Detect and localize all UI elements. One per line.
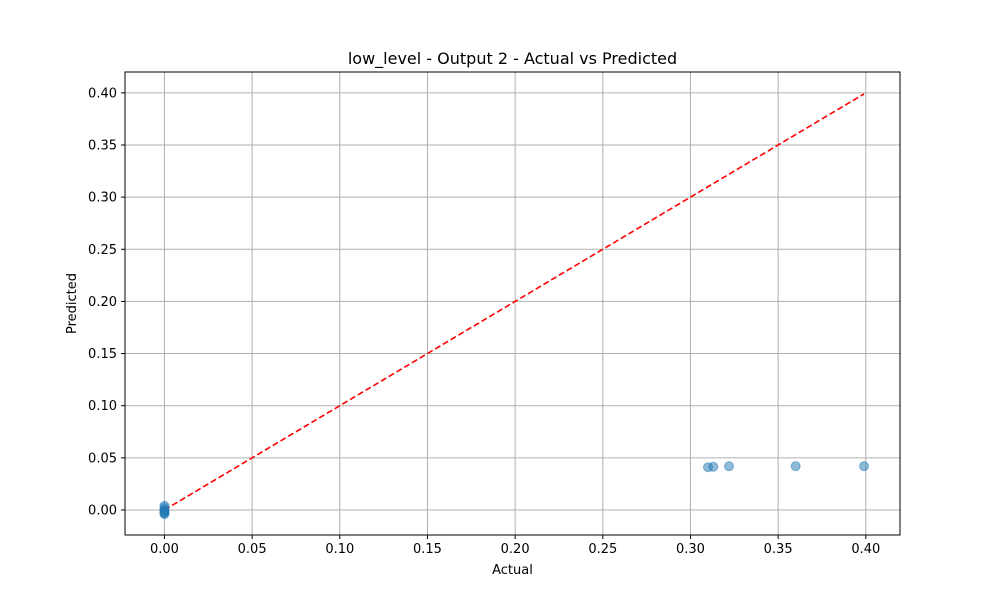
y-axis-ticks: 0.00 0.05 0.10 0.15 0.20 0.25 0.30 0.35 0.40	[88, 86, 125, 518]
scatter-point	[159, 509, 170, 520]
scatter-point	[708, 461, 719, 472]
x-tick-label: 0.35	[764, 542, 793, 557]
plot-frame	[124, 71, 901, 536]
x-axis-ticks: 0.00 0.05 0.10 0.15 0.20 0.25 0.30 0.35 0.40	[150, 535, 880, 557]
x-tick-label: 0.15	[413, 542, 442, 557]
chart-title: low_level - Output 2 - Actual vs Predict…	[348, 49, 677, 69]
y-tick-label: 0.00	[88, 503, 117, 518]
reference-diagonal-line	[164, 93, 865, 511]
y-tick-label: 0.10	[88, 399, 117, 414]
x-tick-label: 0.20	[501, 542, 530, 557]
y-tick-label: 0.20	[88, 295, 117, 310]
scatter-point	[859, 461, 870, 472]
y-tick-label: 0.30	[88, 191, 117, 206]
scatter-point	[724, 461, 735, 472]
x-tick-label: 0.40	[851, 542, 880, 557]
grid-lines	[125, 72, 900, 535]
y-tick-label: 0.25	[88, 243, 117, 258]
scatter-point	[790, 461, 801, 472]
y-tick-label: 0.35	[88, 138, 117, 153]
x-tick-label: 0.10	[325, 542, 354, 557]
x-tick-label: 0.05	[238, 542, 267, 557]
y-tick-label: 0.15	[88, 347, 117, 362]
x-tick-label: 0.00	[150, 542, 179, 557]
data-points	[159, 461, 870, 520]
y-axis-label: Predicted	[65, 273, 80, 334]
reference-line-group	[164, 93, 865, 511]
y-tick-label: 0.40	[88, 86, 117, 101]
y-tick-label: 0.05	[88, 451, 117, 466]
x-tick-label: 0.25	[588, 542, 617, 557]
x-axis-label: Actual	[492, 563, 533, 578]
x-tick-label: 0.30	[676, 542, 705, 557]
